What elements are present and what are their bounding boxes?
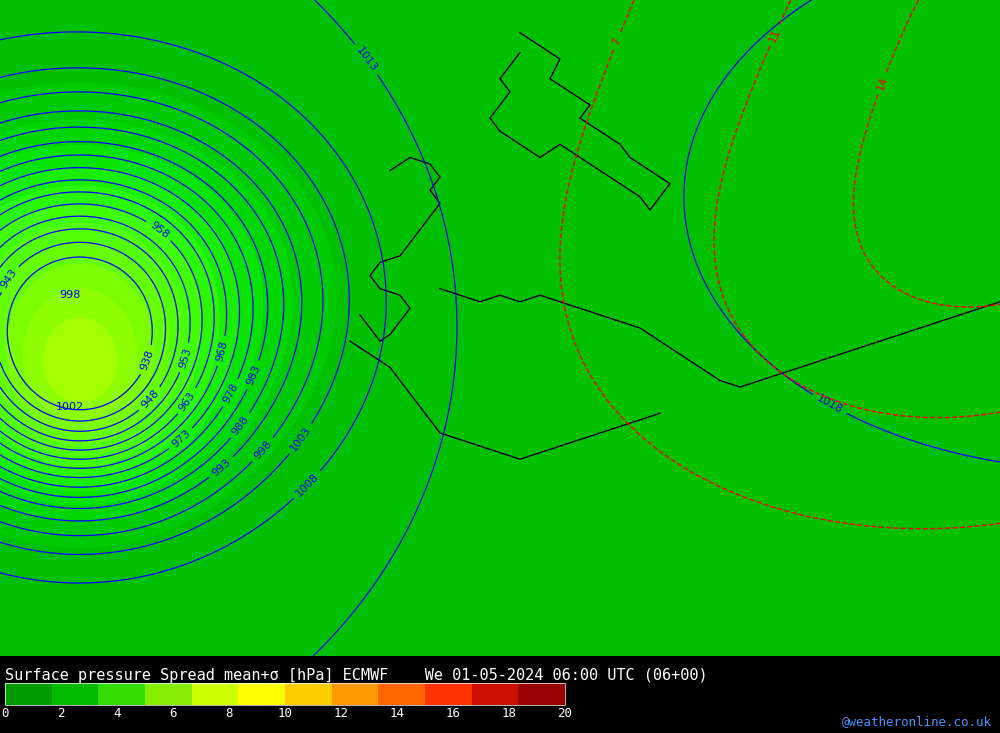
Bar: [285, 683, 332, 705]
Text: 993: 993: [210, 457, 233, 478]
Text: 10: 10: [278, 707, 292, 720]
Text: 988: 988: [230, 414, 251, 437]
Text: 1003: 1003: [289, 424, 313, 453]
Text: Surface pressure Spread mean+σ [hPa] ECMWF    We 01-05-2024 06:00 UTC (06+00): Surface pressure Spread mean+σ [hPa] ECM…: [5, 668, 708, 683]
Text: 1018: 1018: [815, 393, 844, 416]
Text: 1013: 1013: [354, 45, 379, 73]
Text: 6: 6: [169, 707, 177, 720]
Text: 14: 14: [875, 75, 889, 92]
Text: 11: 11: [767, 26, 782, 43]
Text: @weatheronline.co.uk: @weatheronline.co.uk: [842, 715, 992, 728]
Text: 943: 943: [0, 267, 19, 290]
Text: 963: 963: [177, 390, 197, 413]
Text: 14: 14: [390, 707, 404, 720]
Text: 12: 12: [334, 707, 349, 720]
Text: 968: 968: [214, 339, 229, 363]
Text: 20: 20: [558, 707, 572, 720]
Text: 998: 998: [252, 438, 274, 461]
Bar: [145, 683, 192, 705]
Text: 18: 18: [502, 707, 516, 720]
Bar: [5, 683, 565, 705]
Text: 0: 0: [1, 707, 9, 720]
Text: 998: 998: [59, 290, 81, 301]
Bar: [52, 683, 98, 705]
Text: 948: 948: [139, 388, 161, 410]
Bar: [238, 683, 285, 705]
Bar: [332, 683, 378, 705]
Bar: [98, 683, 145, 705]
Bar: [425, 683, 472, 705]
Text: 978: 978: [221, 381, 240, 405]
Text: 7: 7: [611, 37, 623, 47]
Text: 8: 8: [225, 707, 233, 720]
Text: 958: 958: [148, 220, 171, 241]
Bar: [378, 683, 425, 705]
Bar: [472, 683, 518, 705]
Text: 1002: 1002: [56, 402, 84, 412]
Text: 938: 938: [139, 348, 155, 372]
Bar: [192, 683, 238, 705]
Text: 973: 973: [170, 428, 192, 449]
Text: 4: 4: [113, 707, 121, 720]
Text: 953: 953: [177, 346, 193, 369]
Text: 1008: 1008: [294, 471, 321, 498]
Bar: [518, 683, 565, 705]
Bar: [5, 683, 52, 705]
Text: 2: 2: [57, 707, 65, 720]
Text: 983: 983: [245, 364, 262, 387]
Text: 16: 16: [446, 707, 460, 720]
